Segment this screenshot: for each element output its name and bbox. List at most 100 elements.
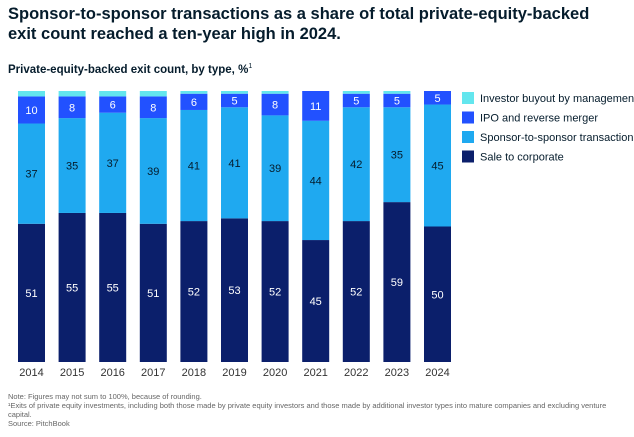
legend-label-ipo-and-reverse-merger: IPO and reverse merger (480, 113, 598, 125)
subtitle-footnote-marker: 1 (248, 63, 253, 70)
data-label-sale-to-corporate-2015: 55 (66, 282, 78, 294)
chart-notes: Note: Figures may not sum to 100%, becau… (8, 392, 628, 428)
x-tick-label-2014: 2014 (19, 367, 43, 379)
bar-sponsor-to-sponsor-transaction-2017 (139, 118, 167, 224)
bar-sponsor-to-sponsor-transaction-2022 (342, 107, 370, 222)
x-tick-label-2022: 2022 (344, 367, 368, 379)
bar-sale-to-corporate-2021 (302, 240, 330, 362)
note-source: Source: PitchBook (8, 419, 70, 428)
bar-sponsor-to-sponsor-transaction-2015 (58, 118, 86, 213)
data-label-ipo-and-reverse-merger-2022: 5 (353, 95, 359, 107)
data-label-sale-to-corporate-2018: 52 (188, 287, 200, 299)
x-tick-label-2024: 2024 (425, 367, 449, 379)
bar-investor-buyout-by-management-2018 (180, 91, 208, 94)
data-label-sale-to-corporate-2020: 52 (269, 287, 281, 299)
data-label-sponsor-to-sponsor-transaction-2017: 39 (147, 166, 159, 178)
stacked-bar-chart: 5137102014553582015553762016513982017524… (18, 91, 634, 379)
bar-ipo-and-reverse-merger-2014 (18, 96, 45, 124)
data-label-sale-to-corporate-2014: 51 (25, 288, 37, 300)
bar-sale-to-corporate-2019 (221, 218, 248, 362)
x-tick-label-2021: 2021 (303, 367, 327, 379)
x-tick-label-2020: 2020 (263, 367, 287, 379)
bar-ipo-and-reverse-merger-2015 (58, 96, 86, 119)
x-tick-label-2015: 2015 (60, 367, 84, 379)
data-label-sponsor-to-sponsor-transaction-2015: 35 (66, 161, 78, 173)
legend-label-sale-to-corporate: Sale to corporate (480, 152, 564, 164)
x-tick-label-2017: 2017 (141, 367, 165, 379)
data-label-ipo-and-reverse-merger-2014: 10 (25, 105, 37, 117)
bar-ipo-and-reverse-merger-2022 (342, 93, 370, 108)
bar-ipo-and-reverse-merger-2023 (383, 93, 411, 108)
bar-ipo-and-reverse-merger-2024 (424, 91, 451, 105)
data-label-sale-to-corporate-2024: 50 (431, 289, 443, 301)
bar-ipo-and-reverse-merger-2019 (221, 93, 248, 108)
note-footnote: ¹Exits of private equity investments, in… (8, 401, 607, 419)
bar-sale-to-corporate-2020 (261, 221, 289, 362)
data-label-ipo-and-reverse-merger-2016: 6 (110, 100, 116, 112)
bar-sale-to-corporate-2022 (342, 221, 370, 362)
bar-investor-buyout-by-management-2020 (261, 91, 289, 94)
bar-investor-buyout-by-management-2015 (58, 91, 86, 97)
data-label-sponsor-to-sponsor-transaction-2021: 44 (310, 175, 322, 187)
legend-label-investor-buyout-by-management: Investor buyout by management (480, 93, 634, 105)
data-label-ipo-and-reverse-merger-2019: 5 (231, 95, 237, 107)
bar-sale-to-corporate-2014 (18, 223, 45, 362)
data-label-sale-to-corporate-2019: 53 (228, 285, 240, 297)
bar-investor-buyout-by-management-2017 (139, 91, 167, 97)
bar-sponsor-to-sponsor-transaction-2024 (424, 104, 451, 227)
subtitle-unit: % (238, 63, 249, 76)
legend-swatch-sponsor-to-sponsor-transaction (462, 131, 474, 143)
data-label-sponsor-to-sponsor-transaction-2023: 35 (391, 150, 403, 162)
note-rounding: Note: Figures may not sum to 100%, becau… (8, 392, 202, 401)
chart-subtitle: Private-equity-backed exit count, by typ… (8, 63, 252, 76)
bar-sale-to-corporate-2015 (58, 212, 86, 362)
data-label-sale-to-corporate-2017: 51 (147, 288, 159, 300)
data-label-sponsor-to-sponsor-transaction-2018: 41 (188, 161, 200, 173)
bar-sponsor-to-sponsor-transaction-2019 (221, 107, 248, 219)
legend-swatch-sale-to-corporate (462, 150, 474, 163)
bar-ipo-and-reverse-merger-2021 (302, 91, 330, 121)
bar-sale-to-corporate-2017 (139, 223, 167, 362)
bar-ipo-and-reverse-merger-2016 (99, 96, 127, 113)
x-tick-label-2023: 2023 (385, 367, 409, 379)
x-tick-label-2019: 2019 (222, 367, 246, 379)
data-label-sponsor-to-sponsor-transaction-2020: 39 (269, 163, 281, 175)
x-tick-label-2018: 2018 (182, 367, 206, 379)
bar-sponsor-to-sponsor-transaction-2020 (261, 115, 289, 222)
legend-swatch-investor-buyout-by-management (462, 92, 474, 104)
bar-sale-to-corporate-2024 (424, 226, 451, 362)
subtitle-text: Private-equity-backed exit count, by typ… (8, 63, 235, 76)
data-label-sponsor-to-sponsor-transaction-2022: 42 (350, 159, 362, 171)
bar-sponsor-to-sponsor-transaction-2021 (302, 120, 330, 241)
x-tick-label-2016: 2016 (100, 367, 124, 379)
data-label-sponsor-to-sponsor-transaction-2019: 41 (228, 158, 240, 170)
bar-investor-buyout-by-management-2022 (342, 91, 370, 94)
data-label-sponsor-to-sponsor-transaction-2024: 45 (431, 161, 443, 173)
bar-sponsor-to-sponsor-transaction-2016 (99, 112, 127, 213)
bar-ipo-and-reverse-merger-2020 (261, 93, 289, 116)
bar-sponsor-to-sponsor-transaction-2014 (18, 123, 45, 224)
bar-investor-buyout-by-management-2019 (221, 91, 248, 94)
bar-investor-buyout-by-management-2023 (383, 91, 411, 94)
data-label-sale-to-corporate-2016: 55 (107, 282, 119, 294)
bar-sponsor-to-sponsor-transaction-2023 (383, 107, 411, 203)
bar-sponsor-to-sponsor-transaction-2018 (180, 109, 208, 222)
data-label-ipo-and-reverse-merger-2023: 5 (394, 95, 400, 107)
chart-title: Sponsor-to-sponsor transactions as a sha… (8, 5, 590, 43)
data-label-sponsor-to-sponsor-transaction-2016: 37 (107, 158, 119, 170)
data-label-ipo-and-reverse-merger-2020: 8 (272, 100, 278, 112)
data-label-sale-to-corporate-2022: 52 (350, 287, 362, 299)
bar-sale-to-corporate-2023 (383, 202, 411, 362)
data-label-ipo-and-reverse-merger-2024: 5 (434, 93, 440, 105)
bar-investor-buyout-by-management-2014 (18, 91, 45, 97)
legend-label-sponsor-to-sponsor-transaction: Sponsor-to-sponsor transaction (480, 132, 633, 144)
data-label-ipo-and-reverse-merger-2021: 11 (310, 101, 321, 113)
data-label-sale-to-corporate-2023: 59 (391, 277, 403, 289)
data-label-ipo-and-reverse-merger-2018: 6 (191, 97, 197, 109)
legend-swatch-ipo-and-reverse-merger (462, 111, 474, 124)
data-label-ipo-and-reverse-merger-2015: 8 (69, 102, 75, 114)
data-label-sale-to-corporate-2021: 45 (310, 296, 322, 308)
data-label-sponsor-to-sponsor-transaction-2014: 37 (25, 169, 37, 181)
bar-ipo-and-reverse-merger-2018 (180, 93, 208, 110)
bar-ipo-and-reverse-merger-2017 (139, 96, 167, 119)
